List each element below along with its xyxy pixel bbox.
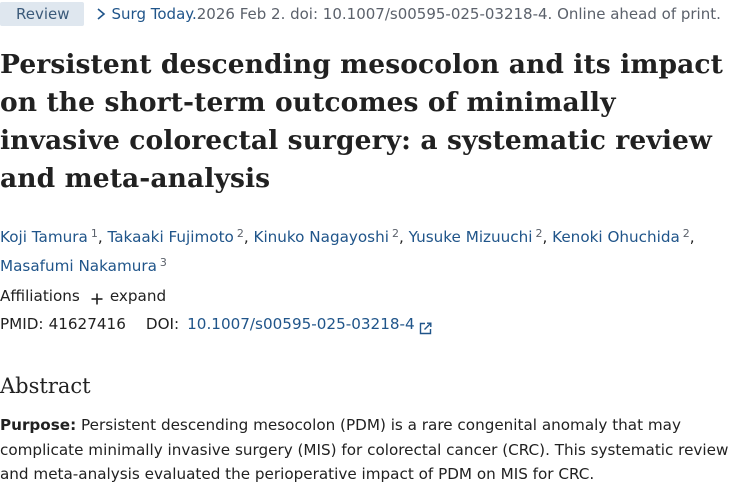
affiliation-number[interactable]: 2 [391, 227, 399, 240]
affiliation-number[interactable]: 1 [90, 227, 98, 240]
external-link-icon[interactable] [419, 318, 433, 335]
chevron-right-icon [96, 2, 110, 26]
purpose-text: Persistent descending mesocolon (PDM) is… [0, 416, 729, 483]
pmid-value: 41627416 [48, 315, 126, 333]
affiliations-label: Affiliations [0, 287, 80, 305]
publication-type-badge: Review [0, 2, 84, 26]
citation-details: 2026 Feb 2. doi: 10.1007/s00595-025-0321… [196, 5, 721, 23]
pmid-label: PMID: [0, 315, 44, 333]
abstract-heading: Abstract [0, 374, 91, 398]
affiliation-number[interactable]: 2 [236, 227, 244, 240]
identifiers-row: PMID: 41627416 DOI: 10.1007/s00595-025-0… [0, 312, 433, 336]
citation-line: Review Surg Today. 2026 Feb 2. doi: 10.1… [0, 0, 721, 28]
affiliation-number[interactable]: 2 [535, 227, 543, 240]
author-link[interactable]: Kinuko Nagayoshi [253, 228, 389, 246]
plus-icon [90, 289, 104, 305]
affiliation-number[interactable]: 2 [682, 227, 690, 240]
author-link[interactable]: Kenoki Ohuchida [552, 228, 680, 246]
expand-label: expand [109, 287, 167, 305]
article-title: Persistent descending mesocolon and its … [0, 49, 723, 194]
author-link[interactable]: Yusuke Mizuuchi [408, 228, 533, 246]
author-list: Koji Tamura 1, Takaaki Fujimoto 2, Kinuko … [0, 227, 695, 275]
purpose-label: Purpose: [0, 416, 77, 434]
doi-label: DOI: [145, 315, 180, 333]
author-link[interactable]: Koji Tamura [0, 228, 88, 246]
abstract-purpose: Purpose: Persistent descending mesocolon… [0, 413, 748, 487]
expand-affiliations-button[interactable]: expand [90, 284, 166, 308]
author-link[interactable]: Takaaki Fujimoto [107, 228, 234, 246]
journal-link[interactable]: Surg Today. [111, 5, 197, 23]
affiliations-row: Affiliations expand [0, 284, 166, 308]
doi-link[interactable]: 10.1007/s00595-025-03218-4 [187, 315, 415, 333]
affiliation-number[interactable]: 3 [159, 256, 167, 269]
author-link[interactable]: Masafumi Nakamura [0, 257, 157, 275]
